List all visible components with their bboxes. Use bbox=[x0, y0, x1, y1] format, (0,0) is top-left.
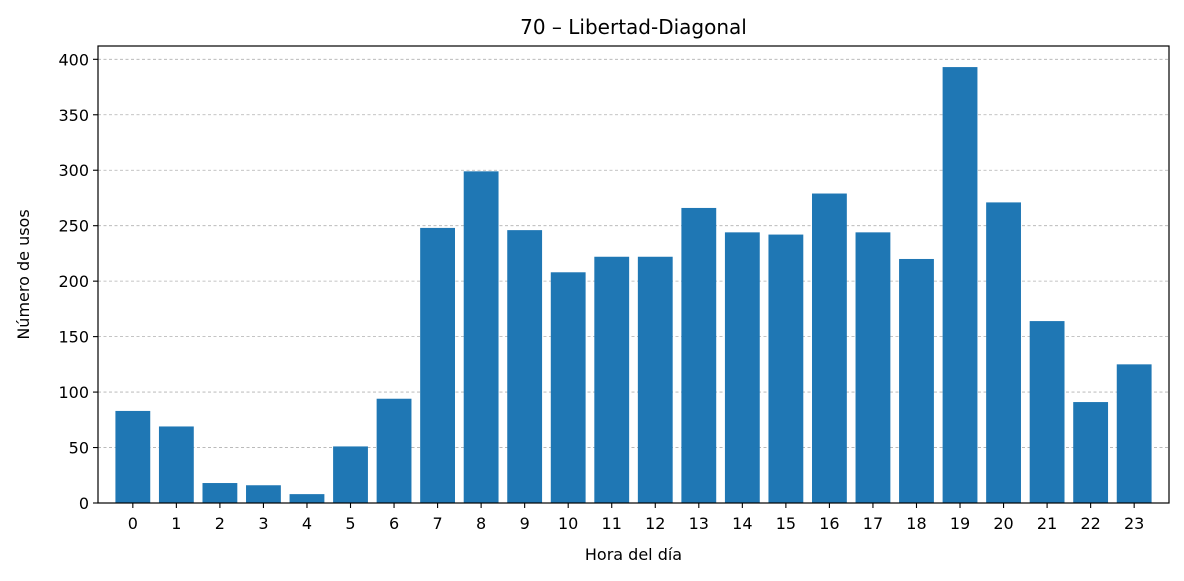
bar-hour-11 bbox=[594, 256, 630, 503]
x-tick-label: 7 bbox=[432, 514, 442, 533]
x-tick-label: 4 bbox=[302, 514, 312, 533]
x-tick-label: 23 bbox=[1124, 514, 1144, 533]
y-tick-label: 100 bbox=[58, 383, 89, 402]
x-tick-label: 12 bbox=[645, 514, 665, 533]
bar-hour-8 bbox=[463, 171, 499, 504]
bar-hour-0 bbox=[115, 410, 151, 503]
bar-hour-1 bbox=[158, 426, 194, 503]
bar-hour-6 bbox=[376, 398, 412, 503]
y-tick-label: 200 bbox=[58, 272, 89, 291]
bar-hour-20 bbox=[986, 202, 1021, 503]
bar-hour-14 bbox=[724, 232, 760, 503]
bar-hour-5 bbox=[333, 446, 368, 503]
x-tick-label: 8 bbox=[476, 514, 486, 533]
bar-hour-15 bbox=[768, 234, 804, 503]
y-tick-label: 350 bbox=[58, 106, 89, 125]
bar-hour-16 bbox=[812, 193, 847, 503]
x-tick-label: 0 bbox=[128, 514, 138, 533]
plot-frame bbox=[97, 45, 1170, 504]
bars-layer bbox=[115, 67, 1152, 504]
x-tick-label: 3 bbox=[258, 514, 268, 533]
bar-hour-17 bbox=[855, 232, 891, 503]
x-tick-label: 11 bbox=[602, 514, 622, 533]
x-tick-label: 1 bbox=[171, 514, 181, 533]
x-axis: 0 1 2 3 4 5 6 7 8 9 10 11 12 13 14 15 16 17 18 19 20 21 22 23 bbox=[128, 503, 1144, 533]
y-tick-label: 0 bbox=[79, 494, 89, 513]
bar-hour-22 bbox=[1073, 402, 1109, 503]
bar-hour-10 bbox=[550, 272, 586, 503]
x-axis-label: Hora del día bbox=[585, 545, 682, 564]
bar-hour-7 bbox=[420, 227, 455, 503]
x-tick-label: 14 bbox=[732, 514, 752, 533]
y-axis: 0 50 100 150 200 250 300 350 400 bbox=[58, 50, 98, 513]
x-tick-label: 18 bbox=[906, 514, 926, 533]
x-tick-label: 13 bbox=[689, 514, 709, 533]
y-tick-label: 300 bbox=[58, 161, 89, 180]
x-tick-label: 15 bbox=[776, 514, 796, 533]
bar-hour-12 bbox=[637, 256, 673, 503]
x-tick-label: 19 bbox=[950, 514, 970, 533]
x-tick-label: 9 bbox=[520, 514, 530, 533]
chart-title: 70 – Libertad-Diagonal bbox=[520, 15, 747, 39]
bar-hour-2 bbox=[202, 483, 238, 503]
bar-hour-21 bbox=[1029, 321, 1065, 503]
bar-hour-9 bbox=[507, 230, 543, 503]
y-tick-label: 400 bbox=[58, 50, 89, 69]
x-tick-label: 6 bbox=[389, 514, 399, 533]
bar-hour-18 bbox=[899, 258, 934, 503]
x-tick-label: 10 bbox=[558, 514, 578, 533]
grid-layer bbox=[98, 58, 1169, 504]
x-tick-label: 16 bbox=[819, 514, 839, 533]
y-axis-label: Número de usos bbox=[14, 209, 33, 339]
bar-hour-23 bbox=[1116, 364, 1152, 503]
bar-hour-19 bbox=[942, 67, 978, 503]
x-tick-label: 17 bbox=[863, 514, 883, 533]
y-tick-label: 250 bbox=[58, 217, 89, 236]
bar-hour-13 bbox=[681, 207, 717, 504]
bar-hour-4 bbox=[289, 494, 325, 503]
y-tick-label: 150 bbox=[58, 328, 89, 347]
x-tick-label: 2 bbox=[215, 514, 225, 533]
x-tick-label: 21 bbox=[1037, 514, 1057, 533]
x-tick-label: 20 bbox=[993, 514, 1013, 533]
y-tick-label: 50 bbox=[69, 439, 89, 458]
x-tick-label: 5 bbox=[345, 514, 355, 533]
x-tick-label: 22 bbox=[1080, 514, 1100, 533]
bar-hour-3 bbox=[246, 485, 281, 503]
